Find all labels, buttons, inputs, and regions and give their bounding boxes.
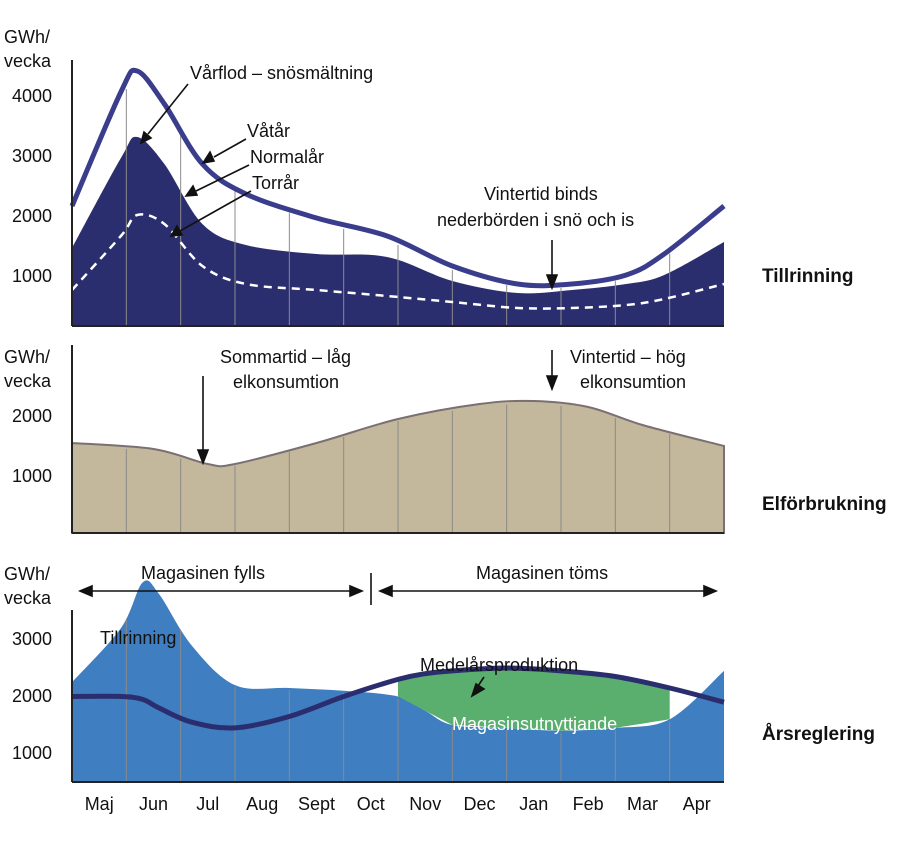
legend-dry-year: Torrår [252, 173, 299, 193]
annotation-summer-line1: Sommartid – låg [220, 347, 351, 367]
side-title-elforbrukning: Elförbrukning [762, 494, 887, 515]
y-tick-label: 2000 [12, 206, 52, 226]
y-tick-label: 1000 [12, 743, 52, 763]
annotation-arrows [139, 83, 559, 291]
panel-arsreglering: GWh/ vecka 3000 2000 1000 Magasinen fyll… [4, 563, 875, 783]
annotation-summer-line2: elkonsumtion [233, 372, 339, 392]
month-label: Jan [519, 794, 548, 814]
production-line [71, 665, 725, 731]
month-axis-labels: Maj Jun Jul Aug Sept Oct Nov Dec Jan Feb Mar Apr [85, 794, 711, 814]
y-tick-label: 1000 [12, 466, 52, 486]
annotation-winter-line1: Vintertid – hög [570, 347, 686, 367]
y-tick-label: 2000 [12, 406, 52, 426]
label-reservoir-use: Magasinsutnyttjande [452, 714, 617, 734]
y-unit-line2: vecka [4, 371, 52, 391]
month-gridlines [125, 404, 671, 533]
y-tick-label: 2000 [12, 686, 52, 706]
y-unit-line1: GWh/ [4, 564, 50, 584]
month-label: Sept [298, 794, 335, 814]
label-inflow: Tillrinning [100, 628, 176, 648]
annotation-arrows [196, 350, 559, 466]
y-unit-line2: vecka [4, 588, 52, 608]
annotation-spring-flood: Vårflod – snösmältning [190, 63, 373, 83]
month-label: Jun [139, 794, 168, 814]
month-label: Nov [409, 794, 441, 814]
month-label: Dec [463, 794, 495, 814]
month-label: Aug [246, 794, 278, 814]
month-label: Feb [573, 794, 604, 814]
period-arrows [77, 573, 719, 605]
annotation-arrow [470, 676, 486, 698]
side-title-tillrinning: Tillrinning [762, 266, 853, 287]
reservoir-use-area [398, 668, 670, 731]
y-unit-line1: GWh/ [4, 27, 50, 47]
side-title-arsreglering: Årsreglering [762, 724, 875, 745]
y-tick-label: 1000 [12, 266, 52, 286]
month-label: Jul [196, 794, 219, 814]
y-tick-label: 4000 [12, 86, 52, 106]
dry-year-line [71, 213, 725, 310]
panel-elforbrukning: GWh/ vecka 2000 1000 Sommartid – låg elk… [4, 345, 887, 534]
annotation-winter-line1: Vintertid binds [484, 184, 598, 204]
wet-year-line [69, 67, 726, 289]
label-reservoirs-filling: Magasinen fylls [141, 563, 265, 583]
y-unit-line2: vecka [4, 51, 52, 71]
month-label: Oct [357, 794, 385, 814]
y-unit-line1: GWh/ [4, 347, 50, 367]
y-tick-label: 3000 [12, 629, 52, 649]
month-label: Maj [85, 794, 114, 814]
month-label: Mar [627, 794, 658, 814]
y-tick-label: 3000 [12, 146, 52, 166]
legend-normal-year: Normalår [250, 147, 324, 167]
label-annual-production: Medelårsproduktion [420, 655, 578, 675]
label-reservoirs-emptying: Magasinen töms [476, 563, 608, 583]
month-label: Apr [683, 794, 711, 814]
annotation-winter-line2: nederbörden i snö och is [437, 210, 634, 230]
panel-tillrinning: GWh/ vecka 4000 3000 2000 1000 Vårflod –… [4, 27, 853, 327]
legend-wet-year: Våtår [247, 121, 290, 141]
month-gridlines [125, 618, 671, 782]
annotation-winter-line2: elkonsumtion [580, 372, 686, 392]
